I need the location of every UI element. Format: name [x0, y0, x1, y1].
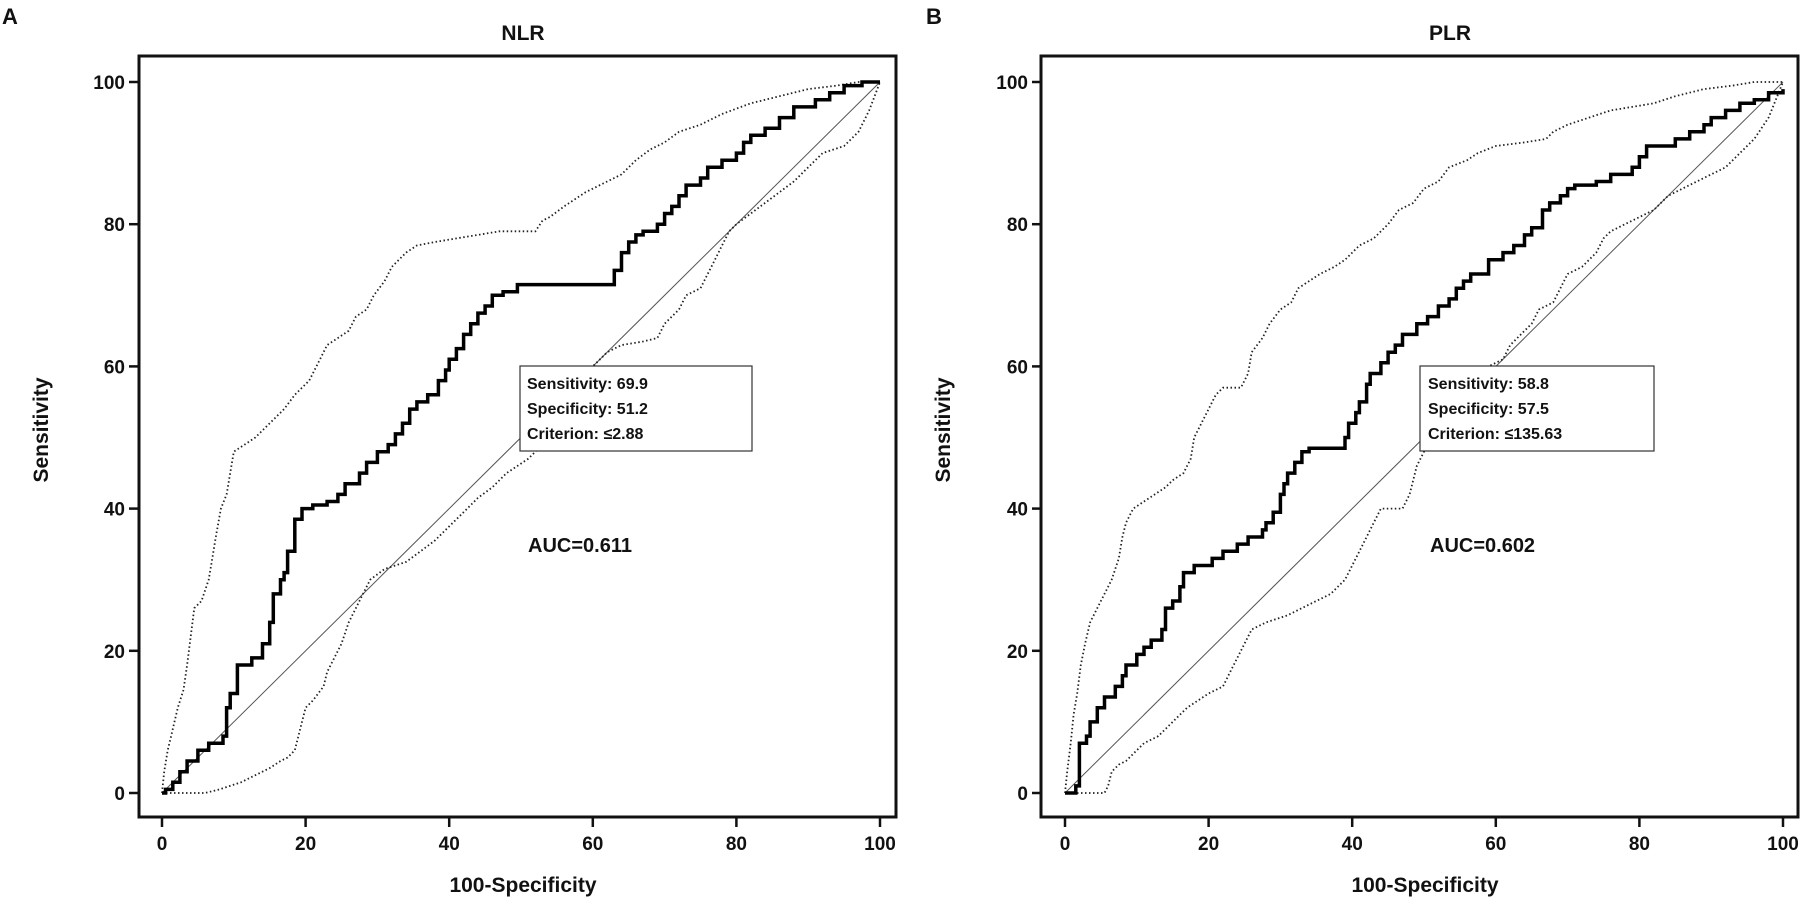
stats-specificity: Specificity: 51.2 — [527, 401, 648, 418]
x-tick-label: 20 — [1198, 834, 1219, 855]
stats-box: Sensitivity: 58.8 Specificity: 57.5 Crit… — [1419, 365, 1655, 452]
y-tick-label: 100 — [996, 73, 1028, 94]
x-axis-label: 100-Specificity — [449, 874, 596, 897]
x-tick-label: 60 — [1485, 834, 1506, 855]
auc-label: AUC=0.611 — [528, 535, 632, 557]
x-tick-label: 80 — [726, 834, 747, 855]
panel-letter: A — [2, 4, 18, 29]
plot-frame — [137, 54, 898, 819]
ci-upper-curve — [1064, 81, 1783, 794]
y-tick-label: 40 — [1007, 500, 1028, 521]
x-axis-label: 100-Specificity — [1351, 874, 1498, 897]
y-tick-label: 40 — [104, 500, 125, 521]
y-tick-label: 60 — [1007, 357, 1028, 378]
y-tick-label: 100 — [93, 73, 125, 94]
chart-title: PLR — [1429, 22, 1471, 45]
y-tick-label: 60 — [104, 357, 125, 378]
y-axis-label: Sensitivity — [932, 377, 955, 482]
stats-criterion: Criterion: ≤135.63 — [1428, 426, 1562, 443]
y-axis-label: Sensitivity — [30, 377, 53, 482]
x-tick-label: 60 — [582, 834, 603, 855]
x-tick-label: 20 — [295, 834, 316, 855]
x-tick-label: 0 — [157, 834, 168, 855]
stats-box: Sensitivity: 69.9 Specificity: 51.2 Crit… — [519, 365, 753, 452]
stats-specificity: Specificity: 57.5 — [1428, 401, 1549, 418]
roc-curve — [162, 80, 880, 795]
axis-ticks: 0 20 40 60 80 100 0 20 40 60 80 100 — [996, 73, 1799, 855]
x-tick-label: 100 — [1767, 834, 1799, 855]
y-tick-label: 80 — [1007, 215, 1028, 236]
stats-sensitivity: Sensitivity: 69.9 — [527, 376, 648, 393]
panel-a: A NLR 0 20 40 60 80 100 0 20 40 60 80 100 100-Speci… — [2, 4, 898, 897]
roc-curve — [1065, 89, 1785, 795]
y-tick-label: 0 — [114, 784, 125, 805]
x-tick-label: 100 — [864, 834, 896, 855]
y-tick-label: 20 — [1007, 642, 1028, 663]
x-tick-label: 80 — [1629, 834, 1650, 855]
auc-label: AUC=0.602 — [1430, 535, 1535, 557]
stats-criterion: Criterion: ≤2.88 — [527, 426, 643, 443]
axis-ticks: 0 20 40 60 80 100 0 20 40 60 80 100 — [93, 73, 896, 855]
y-tick-label: 20 — [104, 642, 125, 663]
panel-letter: B — [926, 4, 942, 29]
ci-lower-curve — [162, 81, 881, 794]
y-tick-label: 80 — [104, 215, 125, 236]
x-tick-label: 40 — [439, 834, 460, 855]
stats-box-frame — [1419, 365, 1655, 452]
y-tick-label: 0 — [1017, 784, 1028, 805]
plot-frame — [1039, 54, 1800, 819]
x-tick-label: 40 — [1342, 834, 1363, 855]
stats-box-frame — [519, 365, 753, 452]
panel-b: B PLR 0 20 40 60 80 100 0 20 40 60 80 100 100-Speci… — [926, 4, 1800, 897]
stats-sensitivity: Sensitivity: 58.8 — [1428, 376, 1549, 393]
x-tick-label: 0 — [1060, 834, 1071, 855]
chart-title: NLR — [501, 22, 544, 45]
